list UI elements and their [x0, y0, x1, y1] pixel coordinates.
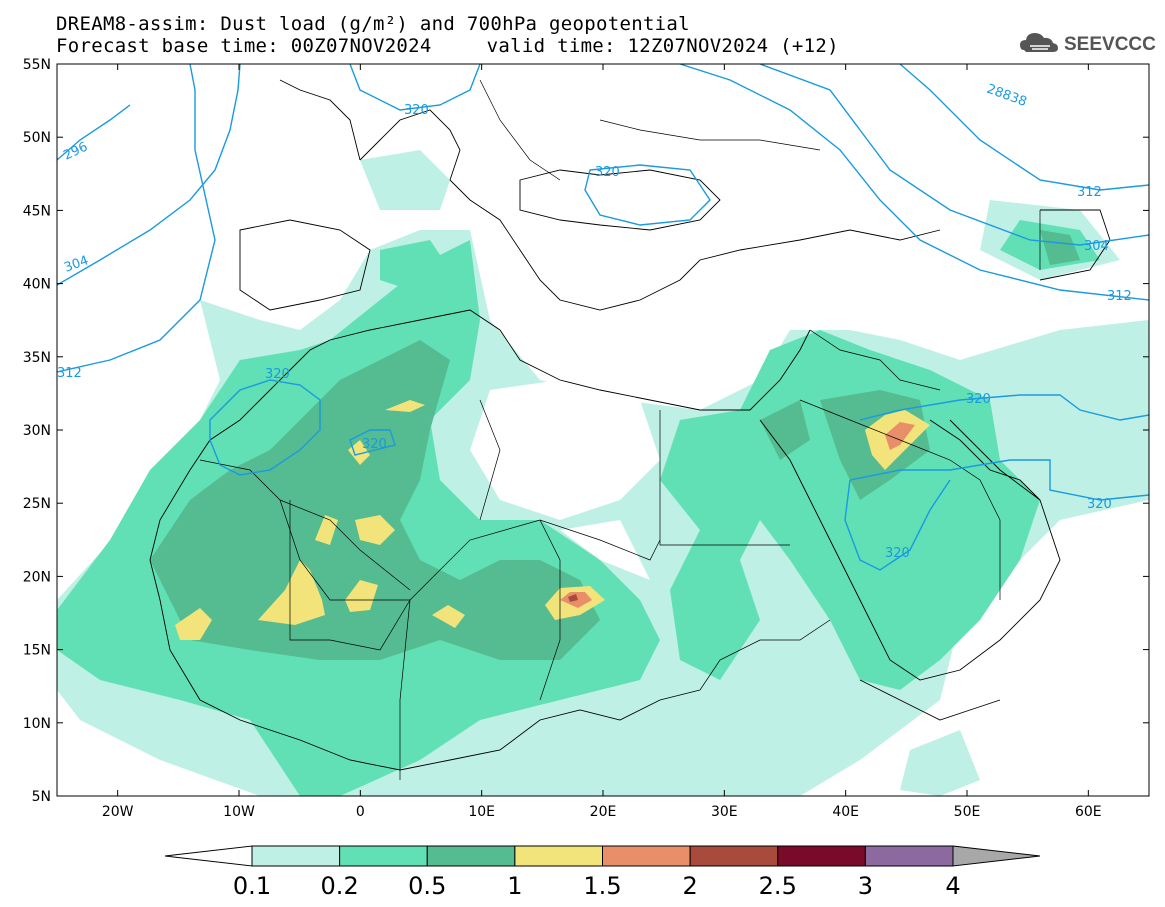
chart-title: DREAM8-assim: Dust load (g/m²) and 700hP… [56, 13, 690, 35]
lon-label: 20W [102, 804, 134, 820]
colorbar-tick-label: 0.2 [320, 872, 359, 900]
contour-label: 304 [62, 253, 90, 276]
lon-label: 60E [1075, 804, 1102, 820]
seevccc-logo: SEEVCCC [1018, 24, 1158, 58]
colorbar-tick-label: 0.1 [232, 872, 272, 900]
chart-subtitle: Forecast base time: 00Z07NOV2024 valid ti… [56, 36, 839, 56]
colorbar-swatch [864, 845, 954, 867]
lat-label: 30N [23, 423, 51, 439]
contour-label: 28838 [985, 82, 1029, 110]
geopotential-contours [57, 64, 1149, 571]
forecast-base-time: Forecast base time: 00Z07NOV2024 [56, 35, 432, 57]
lon-label: 10W [223, 804, 255, 820]
lat-label: 50N [23, 130, 51, 146]
colorbar-swatch [251, 845, 341, 867]
lat-axis-labels: 55N 50N 45N 40N 35N 30N 25N 20N 15N 10N 5N [23, 57, 51, 805]
colorbar-tick-label: 3 [857, 872, 874, 900]
colorbar-swatch [426, 845, 516, 867]
logo-text: SEEVCCC [1064, 34, 1156, 55]
lon-label: 40E [832, 804, 859, 820]
lon-label: 50E [954, 804, 981, 820]
colorbar-swatch [339, 845, 428, 867]
colorbar-tick-label: 1.5 [583, 872, 622, 900]
lon-axis-labels: 20W 10W 0 10E 20E 30E 40E 50E 60E [102, 804, 1102, 820]
colorbar-tick-label: 4 [945, 872, 961, 900]
contour-label: 320 [595, 165, 620, 180]
lat-label: 10N [23, 716, 51, 732]
colorbar-tick-label: 1 [507, 872, 523, 900]
lat-label: 5N [32, 789, 51, 805]
lon-label: 30E [711, 804, 738, 820]
contour-label: 312 [1077, 185, 1102, 200]
cloud-icon: SEEVCCC [1020, 33, 1156, 55]
dust-layer-red [568, 594, 578, 602]
valid-time: valid time: 12Z07NOV2024 (+12) [486, 35, 839, 57]
contour-label: 320 [404, 103, 429, 118]
axis-ticks [57, 63, 1149, 797]
contour-label: 320 [966, 392, 991, 407]
contour-label: 312 [1107, 289, 1132, 304]
lon-label: 0 [356, 804, 365, 820]
country-borders [199, 79, 1041, 780]
colorbar-swatch [602, 845, 691, 867]
colorbar-max-arrow [952, 845, 1041, 867]
contour-label: 296 [61, 140, 90, 164]
contour-label: 304 [1084, 239, 1109, 254]
contour-label: 320 [265, 367, 290, 382]
contour-label: 312 [57, 366, 82, 381]
contour-label: 320 [885, 546, 910, 561]
lat-label: 45N [23, 203, 51, 219]
lon-label: 10E [468, 804, 495, 820]
lat-label: 25N [23, 496, 51, 512]
colorbar [164, 845, 1041, 867]
colorbar-tick-label: 0.5 [408, 872, 447, 900]
lat-label: 40N [23, 277, 51, 293]
lat-label: 35N [23, 350, 51, 366]
colorbar-swatch [689, 845, 779, 867]
contour-label: 320 [362, 437, 387, 452]
lat-label: 20N [23, 569, 51, 585]
lat-label: 15N [23, 643, 51, 659]
colorbar-min-arrow [164, 845, 253, 867]
lon-label: 20E [590, 804, 617, 820]
contour-label: 320 [1087, 497, 1112, 512]
colorbar-swatch [514, 845, 603, 867]
colorbar-tick-label: 2 [682, 872, 698, 900]
lat-label: 55N [23, 57, 51, 73]
colorbar-swatch [777, 845, 866, 867]
colorbar-tick-label: 2.5 [758, 872, 797, 900]
